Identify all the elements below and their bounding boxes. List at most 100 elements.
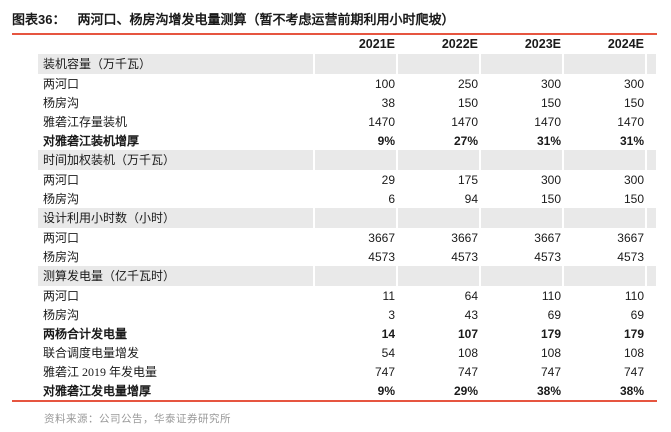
row-label: 两河口: [43, 76, 80, 91]
column-header-2022e: 2022E: [441, 37, 478, 52]
cell-value: 100: [374, 76, 395, 91]
table-body: 装机容量（万千瓦） 两河口 100 250 300 300 杨房沟 38 150 150 1…: [38, 54, 656, 400]
table-row: 对雅砻江装机增厚 9% 27% 31% 31%: [38, 131, 656, 150]
cell-value: 250: [457, 76, 478, 91]
cell-value: 38%: [536, 383, 561, 398]
row-label: 两河口: [43, 172, 80, 187]
cell-value: 179: [540, 326, 561, 341]
cell-value: [562, 150, 646, 170]
cell-value: 3: [388, 307, 395, 322]
table-row: 雅砻江 2019 年发电量 747 747 747 747: [38, 362, 656, 381]
row-label: 两杨合计发电量: [43, 326, 128, 341]
table-row: 装机容量（万千瓦）: [38, 54, 656, 74]
table-row: 雅砻江存量装机 1470 1470 1470 1470: [38, 112, 656, 131]
table-header-row: 2021E 2022E 2023E 2024E: [38, 35, 656, 54]
cell-value: 300: [623, 76, 644, 91]
table-row: 对雅砻江发电量增厚 9% 29% 38% 38%: [38, 381, 656, 400]
row-right-spacer: [646, 286, 656, 305]
column-header-2023e: 2023E: [524, 37, 561, 52]
cell-value: 69: [630, 307, 644, 322]
cell-value: 747: [457, 364, 478, 379]
cell-value: 38: [381, 95, 395, 110]
row-right-spacer: [646, 93, 656, 112]
cell-value: 27%: [453, 133, 478, 148]
cell-value: 29: [381, 172, 395, 187]
cell-value: 31%: [536, 133, 561, 148]
cell-value: [313, 208, 397, 228]
row-label: 两河口: [43, 230, 80, 245]
cell-value: 54: [381, 345, 395, 360]
table-row: 杨房沟 3 43 69 69: [38, 305, 656, 324]
table-row: 两河口 11 64 110 110: [38, 286, 656, 305]
row-right-spacer: [646, 131, 656, 150]
cell-value: 43: [464, 307, 478, 322]
row-label: 雅砻江存量装机: [43, 114, 128, 129]
row-label: 杨房沟: [43, 249, 80, 264]
row-right-spacer: [645, 150, 656, 170]
row-label: 联合调度电量增发: [43, 345, 140, 360]
research-figure-page: 图表36： 两河口、杨房沟增发电量测算（暂不考虑运营前期利用小时爬坡） 2021E…: [0, 12, 671, 432]
cell-value: 108: [457, 345, 478, 360]
source-note: 资料来源：公司公告，华泰证券研究所: [44, 414, 231, 425]
cell-value: 300: [540, 172, 561, 187]
generation-calc-table: 2021E 2022E 2023E 2024E 装机容量（万千瓦） 两河口 10…: [38, 35, 656, 400]
row-right-spacer: [645, 54, 656, 74]
cell-value: 150: [457, 95, 478, 110]
cell-value: 29%: [453, 383, 478, 398]
cell-value: [396, 54, 480, 74]
cell-value: 3667: [451, 230, 478, 245]
cell-value: 31%: [619, 133, 644, 148]
cell-value: [396, 208, 480, 228]
cell-value: 1470: [368, 114, 395, 129]
cell-value: 108: [623, 345, 644, 360]
figure-title-text: 两河口、杨房沟增发电量测算（暂不考虑运营前期利用小时爬坡）: [77, 12, 455, 27]
row-right-spacer: [646, 247, 656, 266]
table-row: 两河口 29 175 300 300: [38, 170, 656, 189]
table-row: 设计利用小时数（小时）: [38, 208, 656, 228]
cell-value: [396, 150, 480, 170]
cell-value: 175: [457, 172, 478, 187]
row-right-spacer: [646, 362, 656, 381]
row-label: 雅砻江 2019 年发电量: [43, 364, 158, 379]
cell-value: 150: [623, 95, 644, 110]
figure-number-label: 图表36：: [12, 12, 66, 27]
row-right-spacer: [646, 228, 656, 247]
cell-value: 14: [381, 326, 395, 341]
cell-value: 179: [623, 326, 644, 341]
cell-value: 110: [624, 288, 644, 303]
cell-value: 300: [540, 76, 561, 91]
cell-value: [479, 208, 563, 228]
table-row: 测算发电量（亿千瓦时）: [38, 266, 656, 286]
cell-value: 9%: [377, 133, 395, 148]
table-row: 联合调度电量增发 54 108 108 108: [38, 343, 656, 362]
row-right-spacer: [645, 266, 656, 286]
figure-title: 图表36： 两河口、杨房沟增发电量测算（暂不考虑运营前期利用小时爬坡）: [12, 12, 657, 35]
row-right-spacer: [646, 381, 656, 400]
cell-value: 150: [540, 191, 561, 206]
cell-value: 107: [457, 326, 478, 341]
cell-value: 69: [547, 307, 561, 322]
cell-value: 4573: [368, 249, 395, 264]
cell-value: 94: [464, 191, 478, 206]
row-right-spacer: [645, 208, 656, 228]
cell-value: 6: [388, 191, 395, 206]
cell-value: 747: [540, 364, 561, 379]
row-right-spacer: [646, 170, 656, 189]
cell-value: [313, 54, 397, 74]
row-right-spacer: [646, 112, 656, 131]
cell-value: 1470: [451, 114, 478, 129]
cell-value: 9%: [377, 383, 395, 398]
cell-value: [562, 266, 646, 286]
cell-value: [562, 54, 646, 74]
row-label: 测算发电量（亿千瓦时）: [38, 266, 314, 286]
column-header-2024e: 2024E: [607, 37, 644, 52]
cell-value: 747: [623, 364, 644, 379]
table-row: 时间加权装机（万千瓦）: [38, 150, 656, 170]
row-label: 对雅砻江发电量增厚: [43, 383, 152, 398]
cell-value: 747: [374, 364, 395, 379]
row-label: 杨房沟: [43, 95, 80, 110]
row-label: 装机容量（万千瓦）: [38, 54, 314, 74]
cell-value: 4573: [451, 249, 478, 264]
cell-value: 1470: [534, 114, 561, 129]
cell-value: 150: [540, 95, 561, 110]
